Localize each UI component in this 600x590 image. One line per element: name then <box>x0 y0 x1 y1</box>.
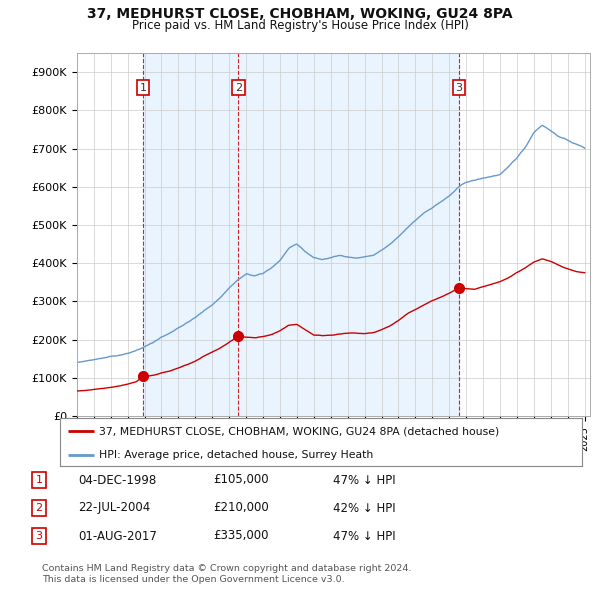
Text: 3: 3 <box>35 531 43 541</box>
Text: 47% ↓ HPI: 47% ↓ HPI <box>333 529 395 542</box>
Text: HPI: Average price, detached house, Surrey Heath: HPI: Average price, detached house, Surr… <box>99 450 373 460</box>
Bar <box>143 53 459 416</box>
Text: 42% ↓ HPI: 42% ↓ HPI <box>333 502 395 514</box>
Text: £210,000: £210,000 <box>213 502 269 514</box>
Text: 37, MEDHURST CLOSE, CHOBHAM, WOKING, GU24 8PA (detached house): 37, MEDHURST CLOSE, CHOBHAM, WOKING, GU2… <box>99 426 499 436</box>
Text: 2: 2 <box>235 83 242 93</box>
Text: This data is licensed under the Open Government Licence v3.0.: This data is licensed under the Open Gov… <box>42 575 344 584</box>
Text: 2: 2 <box>35 503 43 513</box>
Text: £105,000: £105,000 <box>213 474 269 487</box>
Text: 1: 1 <box>35 475 43 485</box>
Text: Contains HM Land Registry data © Crown copyright and database right 2024.: Contains HM Land Registry data © Crown c… <box>42 565 412 573</box>
Text: 22-JUL-2004: 22-JUL-2004 <box>78 502 150 514</box>
Text: 37, MEDHURST CLOSE, CHOBHAM, WOKING, GU24 8PA: 37, MEDHURST CLOSE, CHOBHAM, WOKING, GU2… <box>87 7 513 21</box>
Text: 3: 3 <box>455 83 463 93</box>
Text: 47% ↓ HPI: 47% ↓ HPI <box>333 474 395 487</box>
Text: Price paid vs. HM Land Registry's House Price Index (HPI): Price paid vs. HM Land Registry's House … <box>131 19 469 32</box>
Text: 1: 1 <box>140 83 146 93</box>
Text: 04-DEC-1998: 04-DEC-1998 <box>78 474 156 487</box>
Text: £335,000: £335,000 <box>213 529 269 542</box>
Text: 01-AUG-2017: 01-AUG-2017 <box>78 529 157 542</box>
